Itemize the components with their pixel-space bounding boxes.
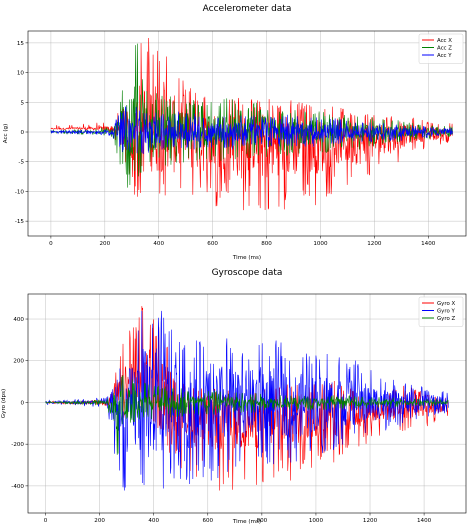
legend-label: Gyro Z — [437, 316, 455, 322]
x-tick-label: 200 — [94, 518, 105, 524]
y-tick-label: 400 — [13, 317, 24, 323]
x-tick-label: 0 — [44, 518, 48, 524]
plot-frame — [27, 30, 467, 237]
x-tick-label: 1400 — [417, 518, 432, 524]
legend-label: Acc Z — [437, 46, 452, 52]
plot-frame — [27, 293, 467, 514]
y-tick-label: -400 — [11, 484, 24, 490]
x-tick-label: 800 — [257, 518, 268, 524]
y-tick-label: 15 — [17, 41, 25, 47]
x-tick-label: 1000 — [309, 518, 324, 524]
legend-label: Gyro Y — [437, 309, 455, 315]
y-tick-label: 0 — [20, 130, 24, 136]
legend-label: Acc Y — [437, 53, 452, 59]
legend-box — [418, 33, 464, 64]
x-tick-label: 600 — [207, 241, 218, 247]
y-tick-label: 0 — [20, 400, 24, 406]
legend-label: Acc X — [437, 38, 452, 44]
x-tick-label: 1000 — [313, 241, 328, 247]
y-tick-label: -200 — [11, 442, 24, 448]
x-tick-label: 0 — [49, 241, 53, 247]
y-axis-label: Acc (g) — [3, 124, 9, 144]
x-tick-label: 1400 — [421, 241, 436, 247]
y-tick-label: 10 — [17, 71, 25, 77]
legend-box — [418, 296, 464, 327]
y-tick-label: 5 — [20, 100, 24, 106]
chart-title: Accelerometer data — [203, 4, 292, 14]
chart-1: Accelerometer data 0 200 400 600 800 1000 1200 1… — [3, 4, 467, 261]
y-tick-label: -10 — [15, 189, 25, 195]
y-tick-label: 200 — [13, 359, 24, 365]
x-tick-label: 1200 — [367, 241, 382, 247]
series-line-gyro-y — [45, 310, 449, 491]
x-tick-label: 1200 — [363, 518, 378, 524]
x-axis-label: Time (ms) — [232, 255, 261, 261]
legend-label: Gyro X — [437, 301, 455, 307]
series-line-gyro-z — [45, 375, 449, 455]
series-group — [45, 306, 449, 491]
series-line-acc-z — [50, 43, 453, 188]
y-tick-label: -15 — [15, 219, 25, 225]
series-line-acc-y — [50, 106, 453, 155]
chart-2: Gyroscope data 0 200 400 600 800 1000 1200 1400 4… — [1, 268, 467, 525]
chart-title: Gyroscope data — [212, 268, 283, 278]
x-tick-label: 600 — [202, 518, 213, 524]
y-tick-label: -5 — [18, 160, 24, 166]
x-axis-label: Time (ms) — [232, 519, 261, 525]
x-tick-label: 800 — [261, 241, 272, 247]
y-axis-label: Gyro (dps) — [1, 389, 7, 418]
x-tick-label: 200 — [99, 241, 110, 247]
x-tick-label: 400 — [148, 518, 159, 524]
series-group — [50, 37, 453, 211]
x-tick-label: 400 — [153, 241, 164, 247]
